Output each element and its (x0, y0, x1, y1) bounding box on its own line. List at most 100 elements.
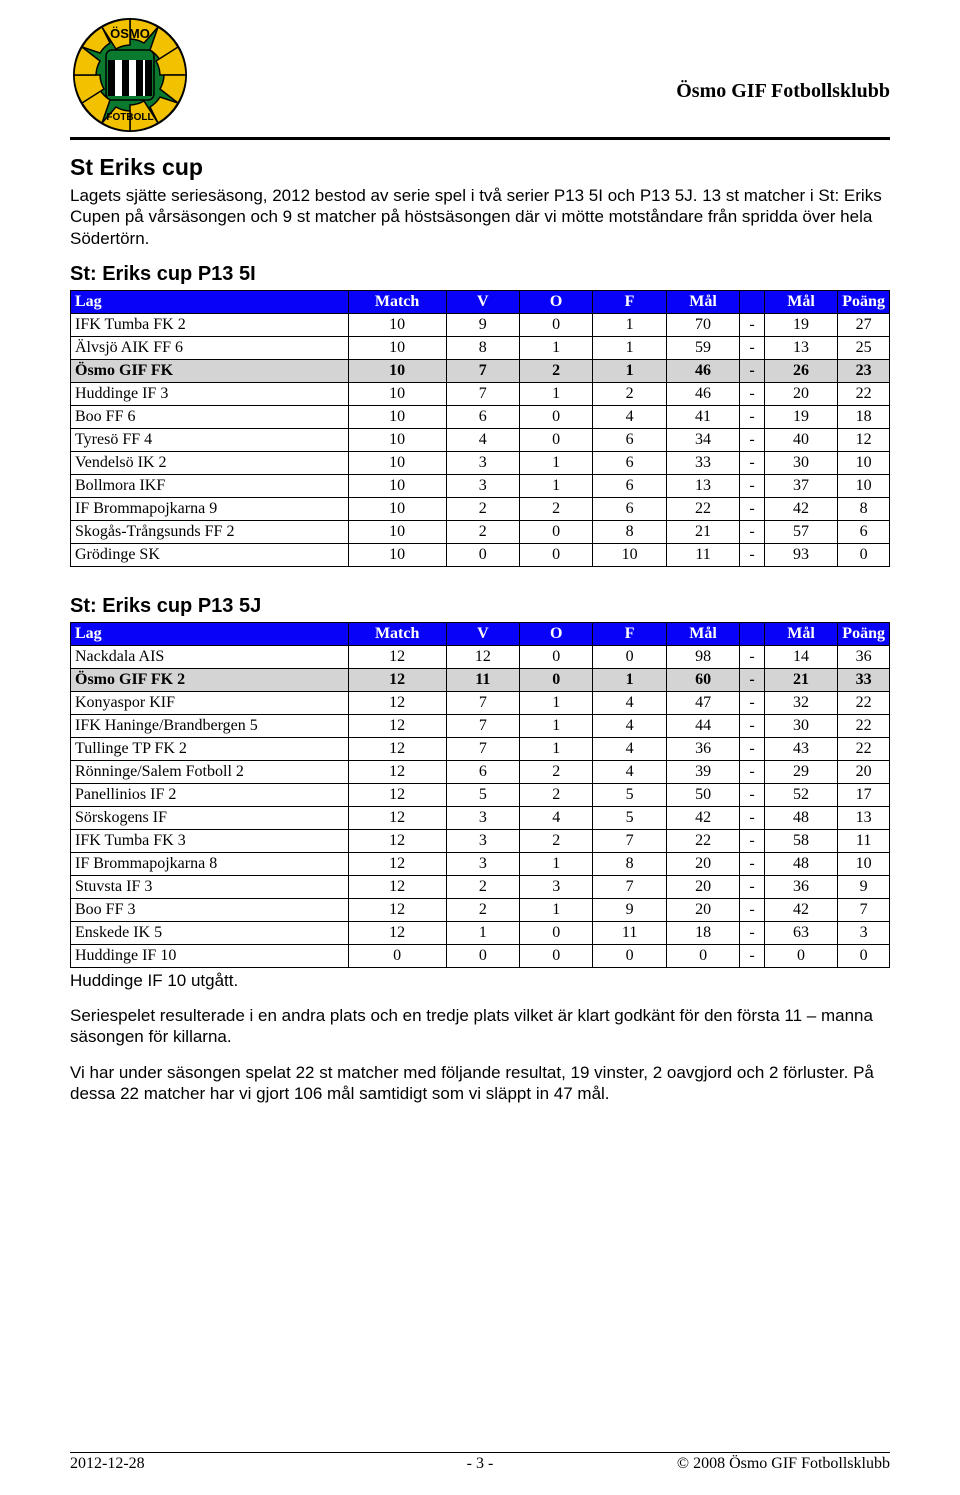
table-cell: 12 (348, 921, 446, 944)
page-footer: 2012-12-28 - 3 - © 2008 Ösmo GIF Fotboll… (70, 1452, 890, 1473)
table-cell: 1 (593, 313, 666, 336)
table-cell: 46 (666, 359, 739, 382)
table-cell: 98 (666, 645, 739, 668)
col-header: Poäng (838, 622, 890, 645)
table-cell: - (740, 543, 765, 566)
table-cell: - (740, 760, 765, 783)
table-cell: 11 (838, 829, 890, 852)
table-cell: - (740, 875, 765, 898)
table-cell: Älvsjö AIK FF 6 (71, 336, 349, 359)
table-cell: 59 (666, 336, 739, 359)
table-cell: 22 (838, 691, 890, 714)
table-cell: 32 (764, 691, 837, 714)
table-cell: 2 (519, 359, 592, 382)
table-cell: 12 (348, 737, 446, 760)
table-cell: 0 (593, 645, 666, 668)
table-cell: 0 (348, 944, 446, 967)
table-cell: 42 (764, 898, 837, 921)
closing-p2: Vi har under säsongen spelat 22 st match… (70, 1062, 890, 1105)
table-cell: Skogås-Trångsunds FF 2 (71, 520, 349, 543)
table-cell: 11 (593, 921, 666, 944)
table-row: Boo FF 31221920-427 (71, 898, 890, 921)
col-header: O (520, 622, 593, 645)
table-row: Panellinios IF 21252550-5217 (71, 783, 890, 806)
table-cell: - (740, 405, 765, 428)
table-cell: 1 (593, 336, 666, 359)
col-header (740, 290, 765, 313)
table-cell: 5 (446, 783, 519, 806)
table-cell: 12 (838, 428, 890, 451)
table-row: Boo FF 61060441-1918 (71, 405, 890, 428)
table-cell: - (740, 806, 765, 829)
table-cell: 12 (446, 645, 519, 668)
table-cell: 30 (764, 714, 837, 737)
table-cell: 33 (838, 668, 890, 691)
table-cell: 7 (446, 382, 519, 405)
table-cell: Huddinge IF 3 (71, 382, 349, 405)
table-cell: 41 (666, 405, 739, 428)
table-cell: 1 (520, 898, 593, 921)
table-cell: 5 (593, 806, 666, 829)
logo-bottom-text: FOTBOLL (106, 112, 153, 123)
table-cell: 20 (666, 875, 739, 898)
table-cell: 8 (593, 852, 666, 875)
col-header: Lag (71, 622, 349, 645)
table-cell: 12 (348, 645, 446, 668)
table-cell: 0 (519, 520, 592, 543)
table-cell: 1 (519, 474, 592, 497)
table-cell: 40 (764, 428, 837, 451)
table-cell: 1 (446, 921, 519, 944)
table-cell: 8 (838, 497, 890, 520)
table-cell: 1 (519, 336, 592, 359)
table-cell: 42 (666, 806, 739, 829)
table-cell: - (740, 691, 765, 714)
table-cell: 29 (764, 760, 837, 783)
table-cell: 1 (520, 714, 593, 737)
table-cell: 18 (838, 405, 890, 428)
table-cell: 10 (348, 428, 446, 451)
table-cell: 0 (519, 543, 592, 566)
table-cell: 12 (348, 783, 446, 806)
table-cell: 19 (764, 313, 837, 336)
table-cell: 13 (838, 806, 890, 829)
table-cell: 12 (348, 668, 446, 691)
table-cell: Tyresö FF 4 (71, 428, 349, 451)
table-cell: Ösmo GIF FK 2 (71, 668, 349, 691)
table-cell: 12 (348, 806, 446, 829)
table-cell: 12 (348, 829, 446, 852)
table-cell: 43 (764, 737, 837, 760)
logo-svg: ÖSMO FOTBOLL (70, 10, 190, 140)
table-cell: 34 (666, 428, 739, 451)
col-header: Mål (666, 622, 739, 645)
table-cell: 4 (593, 737, 666, 760)
table-cell: 7 (838, 898, 890, 921)
table-cell: 1 (519, 382, 592, 405)
table-cell: 6 (446, 760, 519, 783)
table-cell: 3 (838, 921, 890, 944)
table-cell: - (740, 428, 765, 451)
table2-title: St: Eriks cup P13 5J (70, 595, 890, 618)
table-cell: 20 (666, 852, 739, 875)
table-cell: 10 (838, 852, 890, 875)
col-header: F (593, 622, 666, 645)
footer-date: 2012-12-28 (70, 1455, 343, 1473)
table-cell: Rönninge/Salem Fotboll 2 (71, 760, 349, 783)
table-row: Tullinge TP FK 21271436-4322 (71, 737, 890, 760)
table-cell: 22 (838, 714, 890, 737)
table-row: Konyaspor KIF1271447-3222 (71, 691, 890, 714)
col-header: V (446, 622, 519, 645)
table-cell: - (740, 921, 765, 944)
table-cell: 33 (666, 451, 739, 474)
table-cell: 0 (764, 944, 837, 967)
table-row: IFK Tumba FK 21090170-1927 (71, 313, 890, 336)
table-cell: 8 (446, 336, 519, 359)
table-cell: 42 (764, 497, 837, 520)
table-cell: 2 (520, 760, 593, 783)
table-cell: Panellinios IF 2 (71, 783, 349, 806)
table-row: IFK Tumba FK 31232722-5811 (71, 829, 890, 852)
league-table-5i: LagMatchVOFMålMålPoängIFK Tumba FK 21090… (70, 290, 890, 567)
table-cell: 10 (348, 497, 446, 520)
table-cell: 50 (666, 783, 739, 806)
table-cell: 6 (593, 428, 666, 451)
table-cell: 10 (348, 405, 446, 428)
